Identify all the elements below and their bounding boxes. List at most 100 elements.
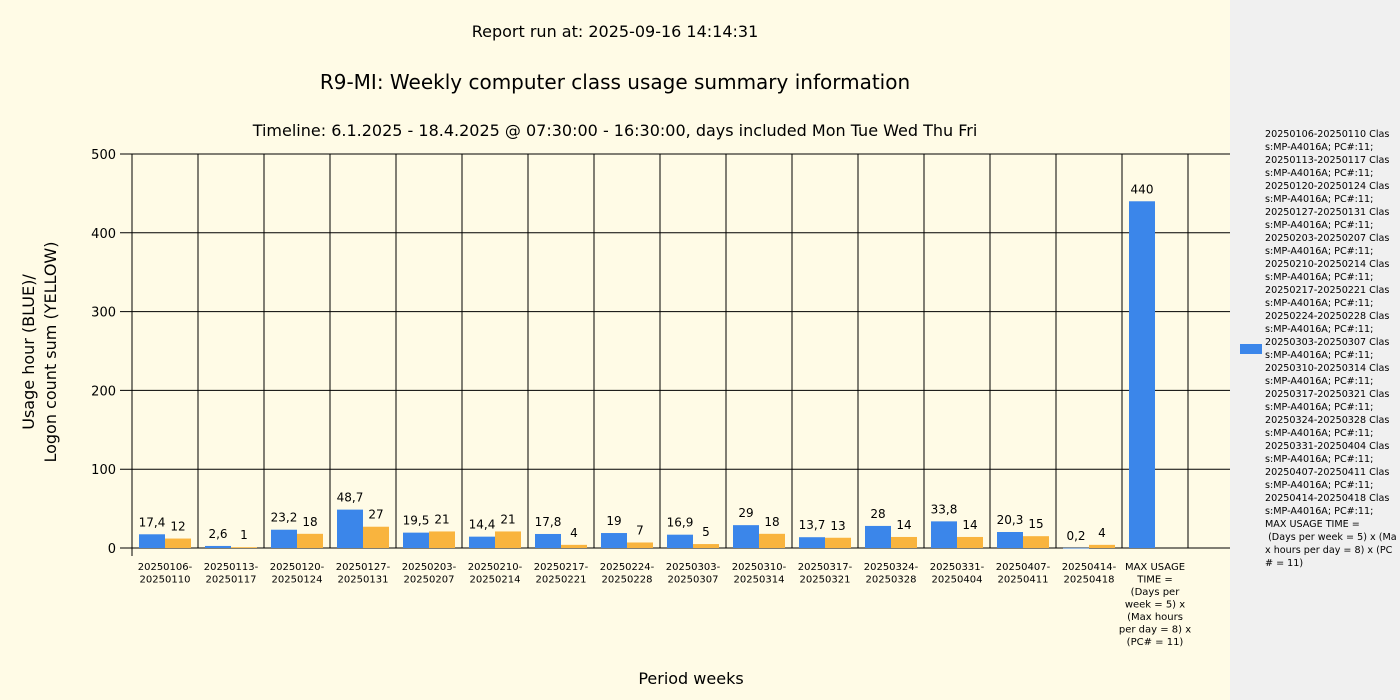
- legend-entry: 20250317-20250321 Class:MP-A4016A; PC#:1…: [1265, 389, 1390, 413]
- bar-chart-plot: 0 100 200 300 400 500 17,4 2,6 23,2 48,7 19,5 14,4 1…: [91, 148, 1230, 648]
- legend-entry: 20250106-20250110 Class:MP-A4016A; PC#:1…: [1265, 129, 1390, 153]
- bar-logon-count: [363, 526, 389, 548]
- bar-usage-hours: [469, 536, 495, 548]
- data-label: 19,5: [403, 514, 430, 528]
- data-label: 13: [830, 519, 845, 533]
- data-label: 16,9: [667, 516, 694, 530]
- bar-usage-hours: [931, 521, 957, 548]
- data-label: 14: [962, 518, 977, 532]
- data-label: 18: [764, 515, 779, 529]
- bar-logon-count: [495, 531, 521, 548]
- data-label: 21: [500, 512, 515, 526]
- bar-usage-hours: [403, 532, 429, 548]
- bar-logon-count: [891, 536, 917, 548]
- data-label: 29: [738, 506, 753, 520]
- data-label: 18: [302, 515, 317, 529]
- y-tick-label: 400: [91, 227, 116, 242]
- x-tick-label: 20250127-20250131: [336, 562, 391, 586]
- bar-usage-hours: [733, 525, 759, 548]
- legend-text: 20250106-20250110 Class:MP-A4016A; PC#:1…: [1265, 128, 1397, 570]
- bar-logon-count: [1023, 536, 1049, 548]
- legend-entry: 20250324-20250328 Class:MP-A4016A; PC#:1…: [1265, 415, 1390, 439]
- bar-usage-hours: [337, 509, 363, 548]
- x-tick-label: 20250224-20250228: [600, 562, 655, 586]
- data-label: 21: [434, 512, 449, 526]
- chart-title: R9-MI: Weekly computer class usage summa…: [319, 70, 911, 94]
- data-label: 23,2: [271, 511, 298, 525]
- legend-entry: 20250113-20250117 Class:MP-A4016A; PC#:1…: [1265, 155, 1390, 179]
- x-tick-label: 20250113-20250117: [204, 562, 259, 586]
- y-tick-label: 300: [91, 306, 116, 321]
- data-label: 4: [570, 526, 578, 540]
- bar-logon-count: [693, 544, 719, 548]
- bar-logon-count: [165, 538, 191, 548]
- bar-logon-count: [561, 544, 587, 548]
- data-label: 14: [896, 518, 911, 532]
- legend-entry: 20250120-20250124 Class:MP-A4016A; PC#:1…: [1265, 181, 1390, 205]
- bar-logon-count: [1089, 544, 1115, 548]
- legend-entry: 20250303-20250307 Class:MP-A4016A; PC#:1…: [1265, 337, 1390, 361]
- legend-entry: 20250217-20250221 Class:MP-A4016A; PC#:1…: [1265, 285, 1390, 309]
- bar-usage-hours: [997, 532, 1023, 548]
- bar-usage-hours: [1129, 201, 1155, 548]
- legend-entry: 20250203-20250207 Class:MP-A4016A; PC#:1…: [1265, 233, 1390, 257]
- data-label: 440: [1131, 182, 1154, 196]
- legend-entry: 20250127-20250131 Class:MP-A4016A; PC#:1…: [1265, 207, 1390, 231]
- x-tick-label: 20250217-20250221: [534, 562, 589, 586]
- legend-entry: 20250224-20250228 Class:MP-A4016A; PC#:1…: [1265, 311, 1390, 335]
- data-label: 48,7: [337, 491, 364, 505]
- x-tick-label: 20250106-20250110: [138, 562, 193, 586]
- bar-usage-hours: [1063, 547, 1089, 549]
- x-tick-label: 20250203-20250207: [402, 562, 457, 586]
- data-label: 20,3: [997, 513, 1024, 527]
- data-label: 13,7: [799, 518, 826, 532]
- chart-area: Report run at: 2025-09-16 14:14:31 R9-MI…: [19, 22, 1230, 688]
- bar-logon-count: [231, 547, 257, 548]
- legend-entry: 20250407-20250411 Class:MP-A4016A; PC#:1…: [1265, 467, 1390, 491]
- x-tick-label: 20250331-20250404: [930, 562, 985, 586]
- bar-usage-hours: [535, 533, 561, 548]
- data-label: 28: [870, 507, 885, 521]
- bar-usage-hours: [799, 537, 825, 548]
- x-tick-label: MAX USAGE TIME = (Days per week = 5) x (Max …: [1119, 562, 1191, 648]
- x-axis-label: Period weeks: [638, 669, 744, 688]
- data-label: 15: [1028, 517, 1043, 531]
- legend-swatch-blue: [1240, 344, 1262, 354]
- x-tick-label: 20250414-20250418: [1062, 562, 1117, 586]
- legend-entry: 20250331-20250404 Class:MP-A4016A; PC#:1…: [1265, 441, 1390, 465]
- data-label: 2,6: [208, 527, 227, 541]
- x-tick-label: 20250317-20250321: [798, 562, 853, 586]
- y-tick-label: 100: [91, 463, 116, 478]
- data-label: 0,2: [1066, 529, 1085, 543]
- y-tick-label: 500: [91, 148, 116, 163]
- bar-usage-hours: [139, 534, 165, 548]
- data-label: 27: [368, 508, 383, 522]
- bar-logon-count: [957, 536, 983, 548]
- data-label: 7: [636, 523, 644, 537]
- legend-entry: 20250210-20250214 Class:MP-A4016A; PC#:1…: [1265, 259, 1390, 283]
- bar-usage-hours: [271, 529, 297, 548]
- y-tick-label: 200: [91, 384, 116, 399]
- x-tick-label: 20250310-20250314: [732, 562, 787, 586]
- report-run-timestamp: Report run at: 2025-09-16 14:14:31: [471, 22, 759, 41]
- x-tick-label: 20250120-20250124: [270, 562, 325, 586]
- x-tick-label: 20250324-20250328: [864, 562, 919, 586]
- data-label: 17,4: [139, 515, 166, 529]
- data-label: 5: [702, 525, 710, 539]
- data-label: 12: [170, 520, 185, 534]
- bar-logon-count: [759, 533, 785, 548]
- bar-logon-count: [297, 533, 323, 548]
- bar-logon-count: [429, 531, 455, 548]
- data-label: 1: [240, 528, 248, 542]
- bar-usage-hours: [667, 534, 693, 548]
- data-label: 17,8: [535, 515, 562, 529]
- bar-logon-count: [825, 537, 851, 548]
- timeline-subtitle: Timeline: 6.1.2025 - 18.4.2025 @ 07:30:0…: [252, 121, 978, 140]
- data-label: 14,4: [469, 518, 496, 532]
- bar-logon-count: [627, 542, 653, 548]
- data-label: 33,8: [931, 502, 958, 516]
- data-label: 19: [606, 514, 621, 528]
- data-label: 4: [1098, 526, 1106, 540]
- x-tick-label: 20250210-20250214: [468, 562, 523, 586]
- legend-entry: MAX USAGE TIME = (Days per week = 5) x (…: [1265, 519, 1397, 569]
